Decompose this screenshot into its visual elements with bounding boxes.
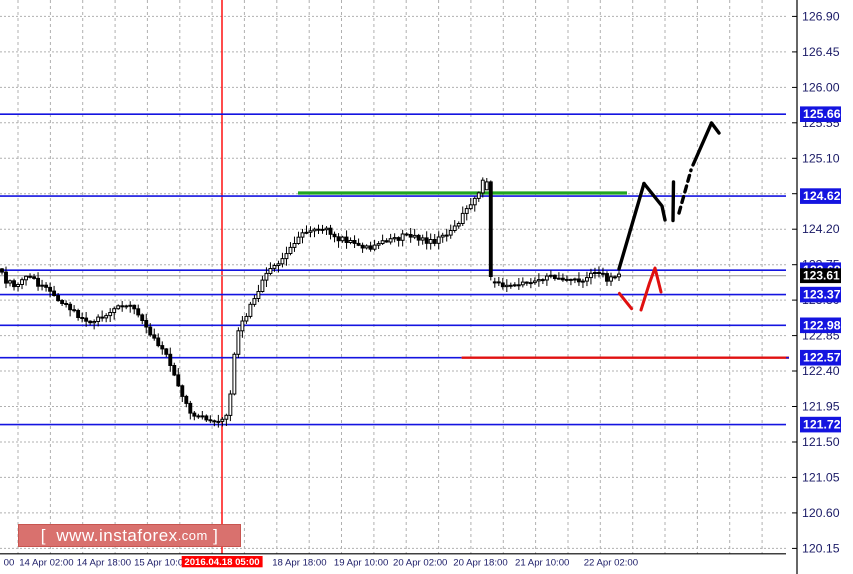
svg-text:18 Apr 18:00: 18 Apr 18:00 — [272, 557, 326, 568]
svg-text:123.61: 123.61 — [803, 268, 840, 282]
svg-text:120.60: 120.60 — [802, 506, 840, 520]
svg-text:00: 00 — [4, 557, 15, 568]
svg-text:122.98: 122.98 — [803, 318, 841, 332]
svg-text:126.45: 126.45 — [802, 45, 840, 59]
svg-text:125.10: 125.10 — [802, 151, 840, 165]
svg-text:22 Apr 02:00: 22 Apr 02:00 — [584, 557, 638, 568]
svg-text:126.00: 126.00 — [802, 80, 840, 94]
svg-text:125.66: 125.66 — [803, 107, 841, 121]
svg-text:19 Apr 10:00: 19 Apr 10:00 — [334, 557, 388, 568]
svg-text:121.95: 121.95 — [802, 400, 840, 414]
svg-text:122.57: 122.57 — [803, 351, 841, 365]
svg-text:2016.04.18 05:00: 2016.04.18 05:00 — [184, 557, 259, 568]
svg-text:20 Apr 18:00: 20 Apr 18:00 — [453, 557, 507, 568]
svg-text:121.50: 121.50 — [802, 435, 840, 449]
svg-text:126.90: 126.90 — [802, 9, 840, 23]
svg-text:20 Apr 02:00: 20 Apr 02:00 — [393, 557, 447, 568]
svg-text:121.05: 121.05 — [802, 470, 840, 484]
svg-text:15 Apr 10:00: 15 Apr 10:00 — [134, 557, 188, 568]
svg-text:124.62: 124.62 — [803, 189, 841, 203]
svg-text:14 Apr 18:00: 14 Apr 18:00 — [77, 557, 131, 568]
svg-text:21 Apr 10:00: 21 Apr 10:00 — [515, 557, 569, 568]
svg-text:122.40: 122.40 — [802, 364, 840, 378]
svg-text:121.72: 121.72 — [803, 418, 841, 432]
svg-text:123.37: 123.37 — [803, 288, 841, 302]
svg-text:14 Apr 02:00: 14 Apr 02:00 — [19, 557, 73, 568]
svg-text:124.20: 124.20 — [802, 222, 840, 236]
svg-text:120.15: 120.15 — [802, 541, 840, 555]
